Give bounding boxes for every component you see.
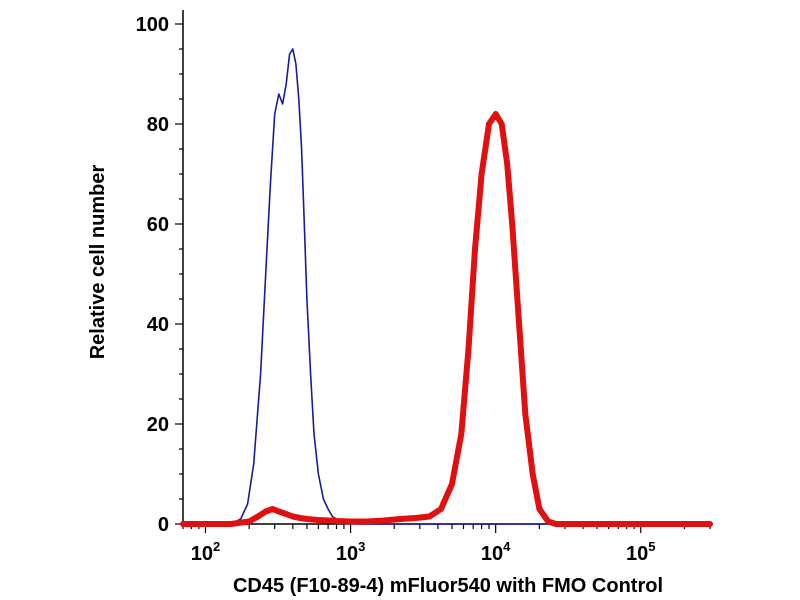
y-axis-title: Relative cell number [87, 165, 109, 360]
x-axis-ticks: 102 103 104 105 [182, 524, 711, 565]
y-axis-ticks: 0 20 40 60 80 100 [136, 14, 183, 536]
y-tick-label: 40 [147, 314, 169, 336]
y-tick-label: 20 [147, 414, 169, 436]
x-tick-label: 102 [191, 539, 220, 565]
x-tick-label: 104 [481, 539, 511, 565]
y-tick-label: 100 [136, 14, 169, 36]
y-tick-label: 60 [147, 214, 169, 236]
series-layer [180, 48, 713, 527]
y-tick-label: 0 [158, 514, 169, 536]
y-tick-label: 80 [147, 114, 169, 136]
series-1-line [182, 48, 711, 525]
plot-area: 0 20 40 60 80 100 102 103 104 105 [136, 10, 713, 565]
x-tick-label: 103 [336, 539, 365, 565]
x-axis-title: CD45 (F10-89-4) mFluor540 with FMO Contr… [233, 575, 663, 597]
x-tick-label: 105 [626, 539, 655, 565]
series-2-line [180, 111, 713, 527]
